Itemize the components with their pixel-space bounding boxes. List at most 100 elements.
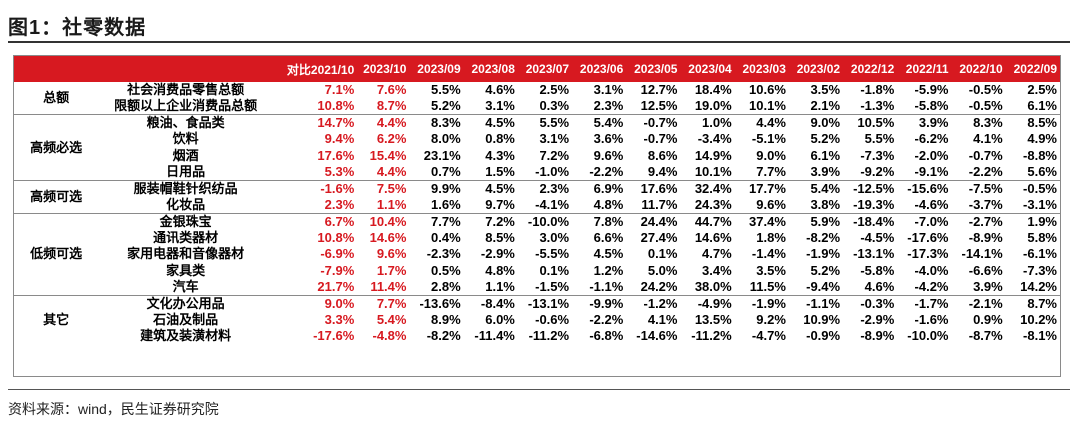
value-cell: -19.3%	[853, 196, 895, 212]
value-cell: 6.0%	[485, 312, 515, 328]
header-blank-item	[98, 56, 273, 82]
value-cell: 0.9%	[973, 312, 1003, 328]
value-cell: 0.1%	[539, 262, 570, 278]
value-cell: 8.9%	[431, 312, 461, 328]
table-row: 饮料 9.4% 6.2% 8.0% 0.8% 3.1% 3.6% -0.7% -3.4% -5.1…	[14, 131, 1060, 147]
value-cell: 4.4%	[357, 114, 410, 132]
value-cell: 7.7%	[756, 163, 786, 179]
table-row: 限额以上企业消费品总额 10.8% 8.7% 5.2% 3.1% 0.3% 2.3% 12.5…	[14, 98, 1060, 115]
value-cell: 5.5%	[431, 82, 461, 98]
value-cell: 7.1%	[324, 82, 355, 98]
value-cell: -8.9%	[968, 230, 1003, 246]
value-cell: 4.6%	[485, 82, 515, 98]
value-cell: -4.1%	[535, 196, 570, 212]
value-cell: -8.9%	[860, 328, 895, 344]
item-label: 服装帽鞋针织纺品	[98, 179, 273, 197]
value-cell: 1.7%	[376, 262, 407, 278]
value-cell: -15.6%	[897, 179, 952, 197]
value-cell: -2.9%	[480, 246, 515, 262]
item-label: 饮料	[172, 131, 199, 147]
value-cell: -6.9%	[320, 246, 355, 262]
value-cell: 11.5%	[749, 278, 786, 294]
value-cell: 5.3%	[324, 163, 355, 179]
value-cell: -11.2%	[691, 328, 732, 344]
value-cell: 1.1%	[485, 278, 515, 294]
value-cell: 17.7%	[734, 179, 789, 197]
value-cell: 2.1%	[810, 98, 841, 114]
value-cell: 14.6%	[694, 230, 732, 246]
value-cell: 9.6%	[593, 147, 624, 163]
value-cell: 0.7%	[431, 163, 461, 179]
group-label: 高频可选	[14, 179, 99, 214]
value-cell: 5.4%	[788, 179, 844, 197]
value-cell: -1.8%	[860, 82, 895, 98]
group-label: 低频可选	[14, 212, 99, 296]
value-cell: -2.2%	[589, 163, 624, 179]
value-cell: 6.2%	[376, 131, 407, 147]
value-cell: 10.9%	[803, 312, 841, 328]
value-cell: 2.5%	[539, 82, 570, 98]
value-cell: 10.8%	[317, 230, 355, 246]
value-cell: 18.4%	[694, 82, 732, 98]
value-cell: 6.6%	[593, 230, 624, 246]
value-cell: 5.4%	[572, 114, 627, 132]
value-cell: 44.7%	[680, 212, 735, 230]
value-cell: 8.3%	[409, 114, 464, 132]
value-cell: -8.8%	[1023, 147, 1057, 163]
value-cell: -1.1%	[589, 278, 624, 294]
value-cell: 6.1%	[1027, 98, 1057, 114]
value-cell: -4.2%	[914, 278, 949, 294]
value-cell: -13.1%	[853, 246, 895, 262]
value-cell: -17.6%	[907, 230, 949, 246]
value-cell: -6.6%	[968, 262, 1003, 278]
value-cell: -14.6%	[636, 328, 678, 344]
value-cell: 17.6%	[626, 179, 681, 197]
value-cell: 6.1%	[810, 147, 841, 163]
value-cell: 4.9%	[1027, 131, 1057, 147]
value-cell: 3.1%	[593, 82, 624, 98]
item-label: 日用品	[166, 163, 206, 179]
value-cell: 5.2%	[431, 98, 461, 114]
value-cell: 38.0%	[694, 278, 732, 294]
value-cell: 17.6%	[317, 147, 355, 163]
value-cell: 6.9%	[572, 179, 627, 197]
item-label: 限额以上企业消费品总额	[114, 98, 258, 114]
value-cell: 8.3%	[951, 114, 1006, 132]
value-cell: -2.7%	[951, 212, 1006, 230]
value-cell: 11.4%	[370, 278, 407, 294]
value-cell: -7.3%	[860, 147, 895, 163]
value-cell: -0.7%	[626, 114, 681, 132]
value-cell: 4.5%	[593, 246, 624, 262]
value-cell: 0.5%	[431, 262, 461, 278]
value-cell: 5.8%	[1027, 230, 1057, 246]
bottom-rule	[8, 389, 1070, 390]
value-cell: -6.2%	[914, 131, 949, 147]
value-cell: 9.4%	[647, 163, 678, 179]
value-cell: 0.8%	[485, 131, 515, 147]
value-cell: -9.4%	[806, 278, 841, 294]
value-cell: 27.4%	[640, 230, 678, 246]
value-cell: -5.8%	[914, 98, 949, 114]
value-cell: 4.8%	[593, 196, 624, 212]
value-cell: -5.9%	[914, 82, 949, 98]
figure-title: 图1：社零数据	[8, 17, 147, 39]
value-cell: -1.9%	[806, 246, 841, 262]
value-cell: 14.6%	[369, 230, 407, 246]
group-label: 高频必选	[14, 114, 99, 181]
value-cell: 8.7%	[376, 98, 407, 114]
value-cell: -7.5%	[951, 179, 1006, 197]
value-cell: 1.5%	[485, 163, 515, 179]
table-body: 总额 社会消费品零售总额 7.1% 7.6% 5.5% 4.6% 2.5% 3.1% 12.7%…	[14, 82, 1060, 345]
value-cell: -0.7%	[643, 131, 678, 147]
table-row: 其它 文化办公用品 9.0% 7.7% -13.6% -8.4% -13.1% -9.9% -1…	[14, 294, 1060, 345]
value-cell: 2.3%	[517, 179, 573, 197]
value-cell: -8.7%	[968, 328, 1003, 344]
column-header: 2023/09	[409, 56, 464, 82]
value-cell: 14.9%	[694, 147, 732, 163]
retail-sales-table: 对比2021/10 2023/10 2023/09 2023/08 2023/07 202…	[13, 55, 1061, 377]
value-cell: 8.5%	[485, 230, 515, 246]
value-cell: 2.5%	[1027, 82, 1057, 98]
value-cell: -13.6%	[409, 294, 464, 312]
value-cell: 9.2%	[756, 312, 786, 328]
value-cell: 12.7%	[640, 82, 678, 98]
